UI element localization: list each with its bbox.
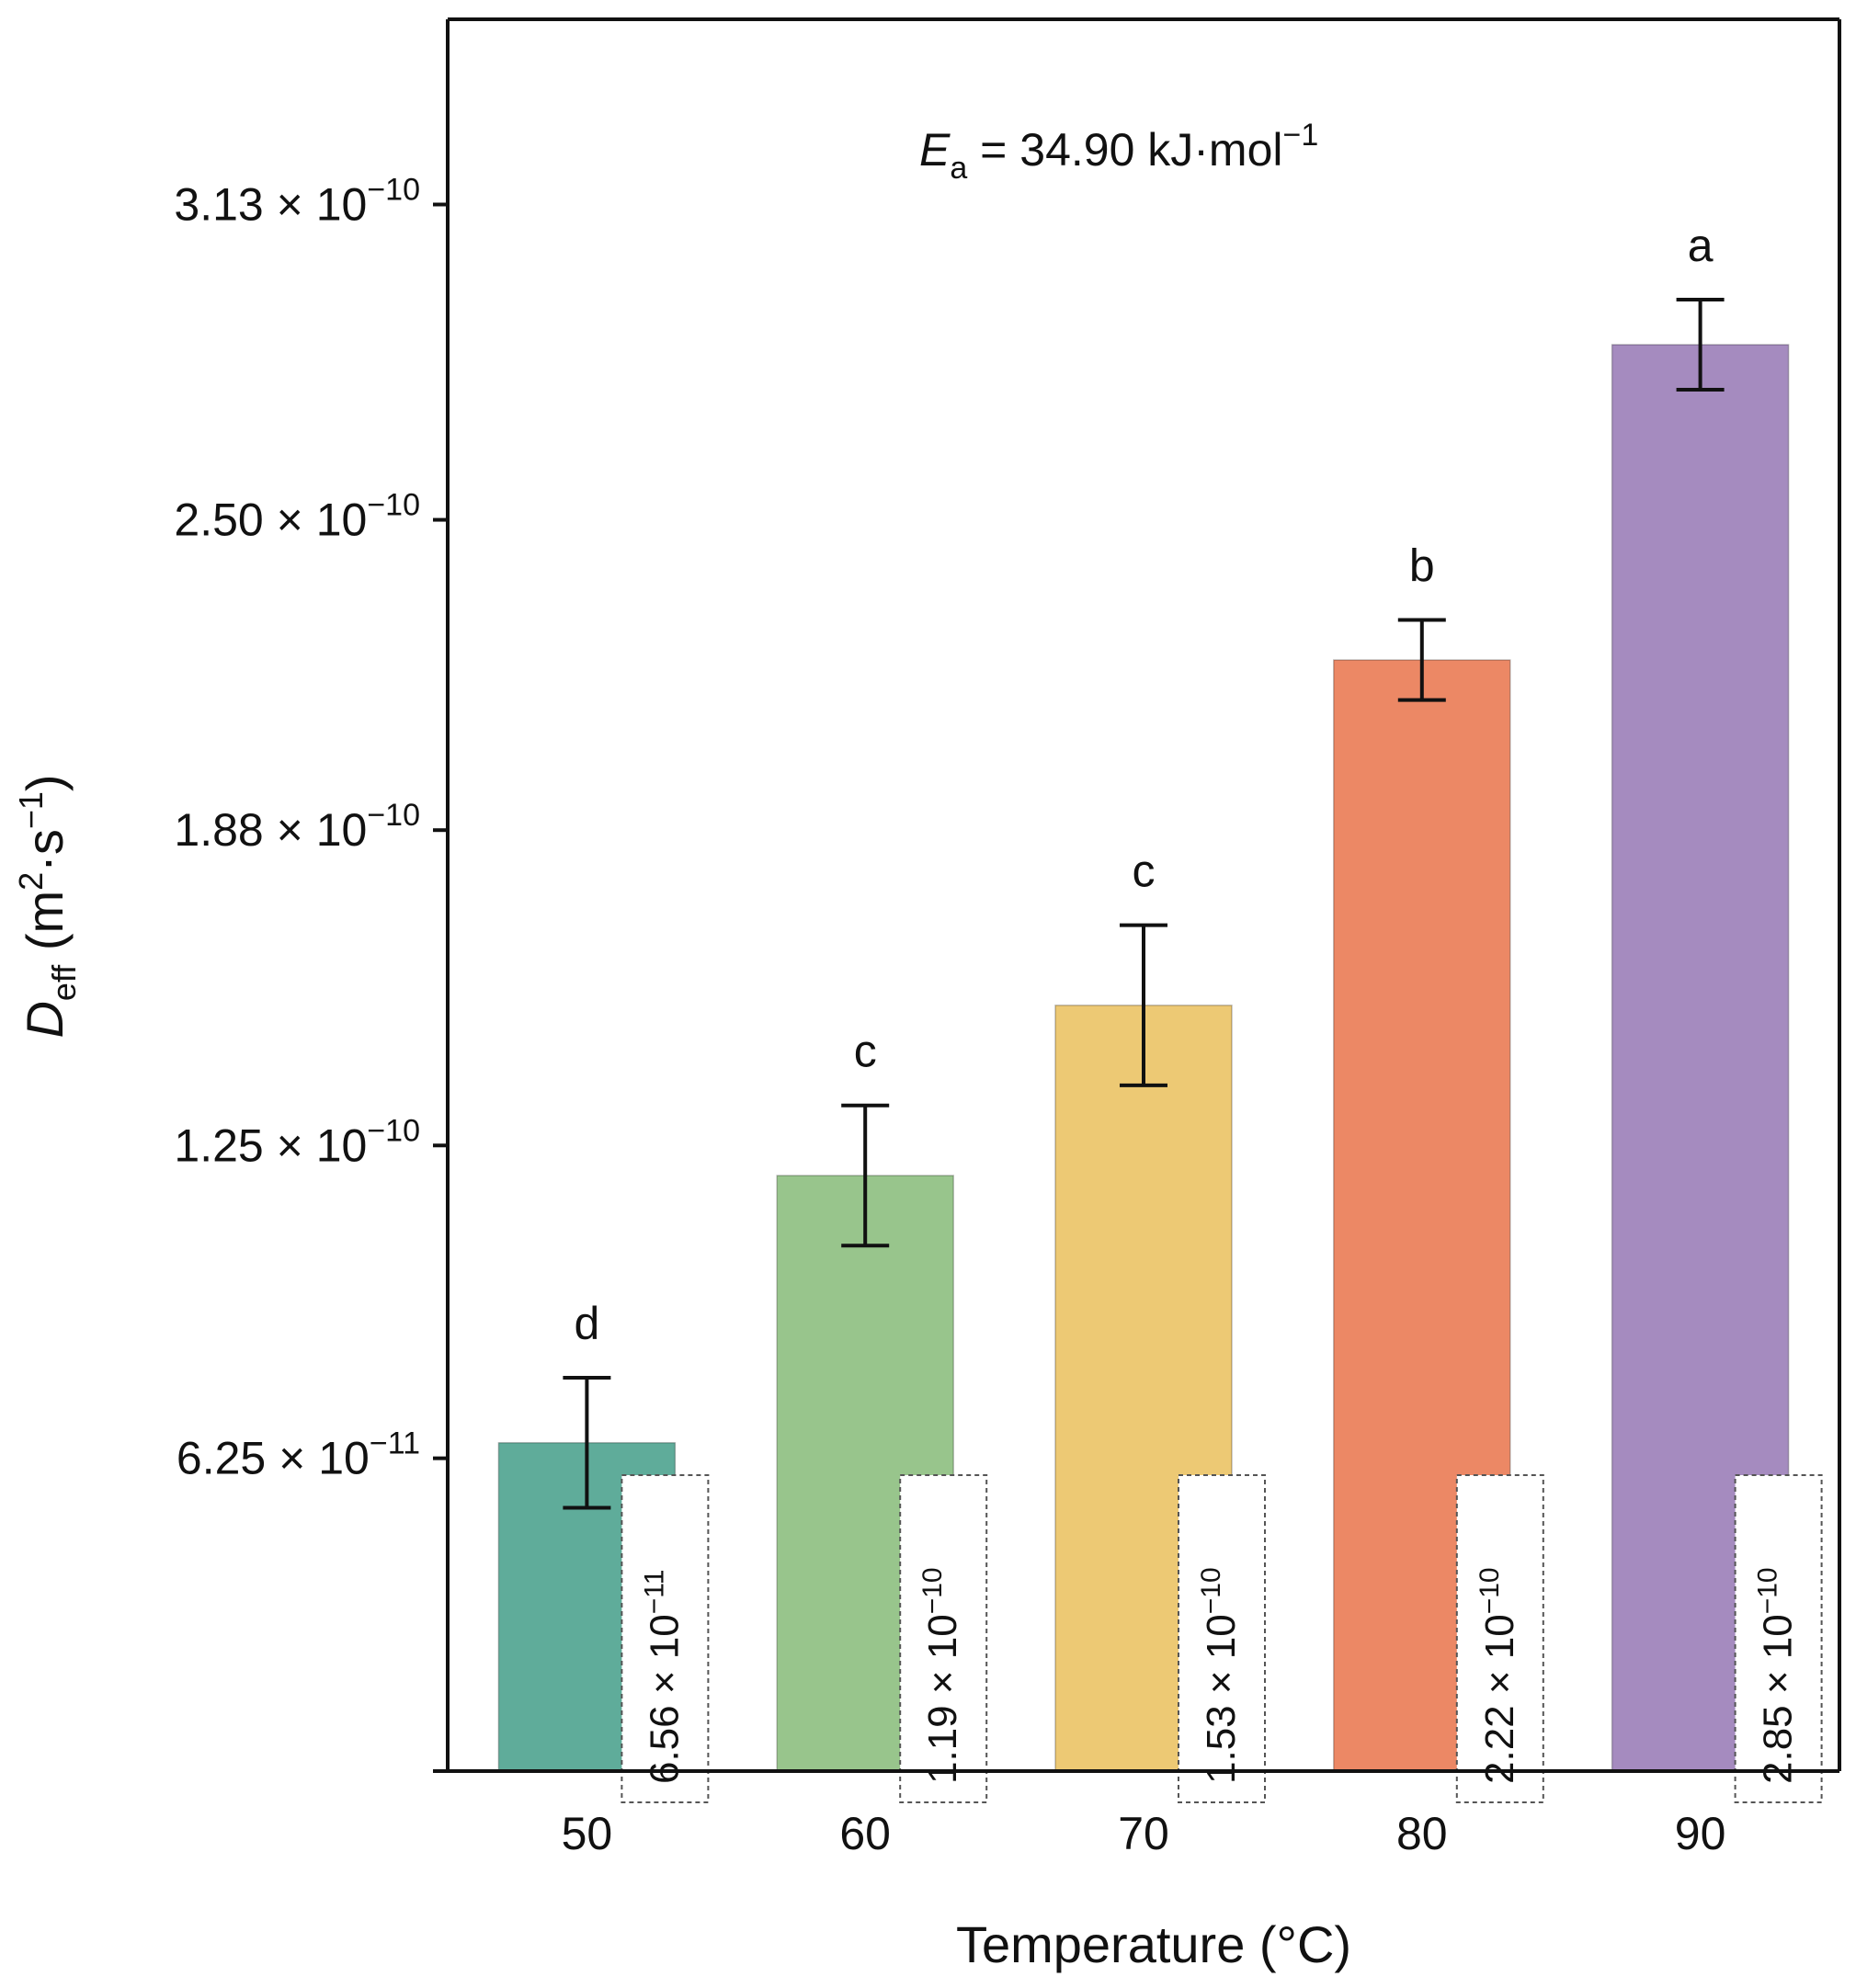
y-tick-mantissa: 1.88 × 10 [174, 804, 367, 856]
x-tick-label-80: 80 [1396, 1808, 1448, 1859]
y-axis-title: Deff (m2·s−1) [12, 774, 83, 1038]
value-label-60: 1.19 × 10−10 [917, 1567, 965, 1784]
value-label-box-80 [1455, 1474, 1544, 1803]
significance-letter-70: c [1133, 846, 1156, 897]
value-label-70: 1.53 × 10−10 [1196, 1567, 1244, 1784]
y-axis-symbol: D [16, 1001, 74, 1038]
significance-letter-60: c [854, 1026, 877, 1077]
y-tick-exponent: −10 [367, 1113, 420, 1148]
y-tick-label: 1.88 × 10−10 [174, 798, 420, 856]
annotation-subscript: a [950, 151, 967, 186]
y-tick-mantissa: 2.50 × 10 [174, 494, 367, 546]
error-bar-80 [1397, 618, 1446, 702]
y-axis-unit-sup2: −1 [12, 791, 50, 829]
value-label-box-70 [1178, 1474, 1266, 1803]
value-label-exponent: −11 [639, 1570, 669, 1615]
annotation-superscript: −1 [1283, 118, 1319, 153]
significance-letter-90: a [1688, 220, 1714, 271]
x-tick-label-70: 70 [1118, 1808, 1169, 1859]
value-label-exponent: −10 [917, 1567, 948, 1614]
value-label-box-60 [899, 1474, 988, 1803]
y-axis-unit-open: (m [16, 891, 74, 965]
value-label-exponent: −10 [1196, 1567, 1226, 1614]
y-tick-exponent: −10 [367, 172, 420, 207]
y-tick-label: 2.50 × 10−10 [174, 488, 420, 546]
y-tick-label: 1.25 × 10−10 [174, 1113, 420, 1171]
value-label-90: 2.85 × 10−10 [1753, 1567, 1801, 1784]
y-tick-label: 6.25 × 10−11 [176, 1426, 420, 1484]
value-label-box-90 [1734, 1474, 1823, 1803]
value-label-80: 2.22 × 10−10 [1475, 1567, 1522, 1784]
x-tick-label-50: 50 [562, 1808, 613, 1859]
y-tick-exponent: −11 [370, 1426, 420, 1461]
value-label-exponent: −10 [1753, 1567, 1783, 1614]
value-label-exponent: −10 [1475, 1567, 1505, 1614]
x-tick-label-60: 60 [839, 1808, 891, 1859]
significance-letter-50: d [574, 1298, 599, 1349]
y-axis-unit-close: ) [16, 774, 74, 791]
value-label-mantissa: 2.85 × 10 [1756, 1614, 1801, 1784]
annotation-text: = 34.90 kJ·mol [967, 124, 1282, 176]
x-tick-label-90: 90 [1675, 1808, 1726, 1859]
y-tick-mantissa: 3.13 × 10 [174, 178, 367, 230]
y-tick-label: 3.13 × 10−10 [174, 172, 420, 230]
value-label-mantissa: 1.53 × 10 [1199, 1614, 1244, 1784]
value-label-mantissa: 6.56 × 10 [642, 1614, 687, 1784]
value-label-box-50 [621, 1474, 710, 1803]
annotation-symbol: E [919, 124, 951, 176]
y-tick-mantissa: 1.25 × 10 [174, 1119, 367, 1171]
y-tick-mantissa: 6.25 × 10 [176, 1433, 370, 1484]
y-axis-unit-sup1: 2 [12, 872, 50, 891]
error-bar-90 [1676, 297, 1725, 392]
error-bar-50 [563, 1375, 611, 1510]
value-label-50: 6.56 × 10−11 [639, 1570, 687, 1784]
error-bar-60 [841, 1103, 890, 1248]
value-label-mantissa: 1.19 × 10 [920, 1614, 965, 1784]
activation-energy-annotation: Ea = 34.90 kJ·mol−1 [919, 118, 1318, 186]
x-axis-title: Temperature (°C) [956, 1915, 1351, 1973]
error-bar-70 [1120, 923, 1167, 1087]
significance-letter-80: b [1409, 540, 1435, 591]
value-label-mantissa: 2.22 × 10 [1477, 1614, 1522, 1784]
y-axis-unit-mid: ·s [16, 829, 74, 872]
y-axis-subscript: eff [45, 964, 83, 1001]
y-tick-exponent: −10 [367, 798, 420, 833]
y-tick-exponent: −10 [367, 488, 420, 523]
